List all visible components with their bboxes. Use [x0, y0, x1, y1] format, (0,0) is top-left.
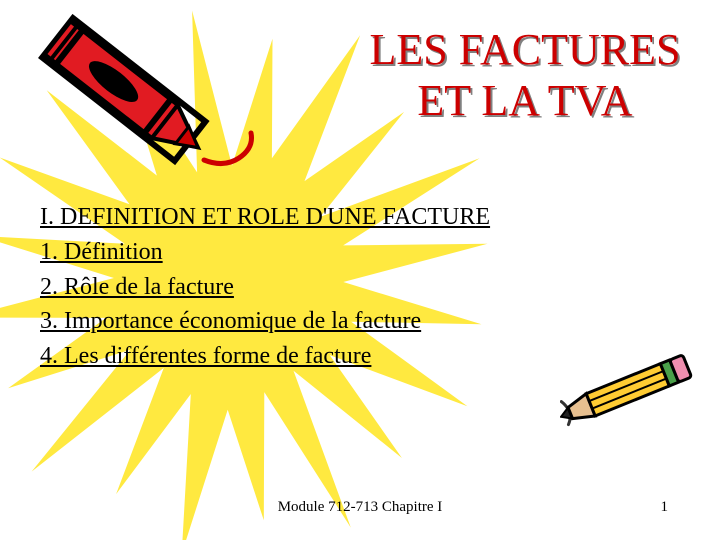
slide: LES FACTURES ET LA TVA LES FACTURES ET L…	[0, 0, 720, 540]
content-outline: I. DEFINITION ET ROLE D'UNE FACTURE 1. D…	[40, 200, 660, 374]
content-item: 4. Les différentes forme de facture	[40, 339, 660, 374]
title-main: LES FACTURES ET LA TVA	[345, 25, 705, 126]
content-item: 3. Importance économique de la facture	[40, 304, 660, 339]
content-item: 2. Rôle de la facture	[40, 270, 660, 305]
footer-module: Module 712-713 Chapitre I	[0, 499, 720, 516]
crayon-red-icon	[36, 14, 266, 204]
slide-title: LES FACTURES ET LA TVA LES FACTURES ET L…	[345, 25, 705, 126]
title-line2: ET LA TVA	[417, 76, 632, 125]
content-item: 1. Définition	[40, 235, 660, 270]
title-line1: LES FACTURES	[370, 25, 681, 74]
footer-page-number: 1	[661, 499, 669, 516]
content-heading: I. DEFINITION ET ROLE D'UNE FACTURE	[40, 200, 660, 235]
